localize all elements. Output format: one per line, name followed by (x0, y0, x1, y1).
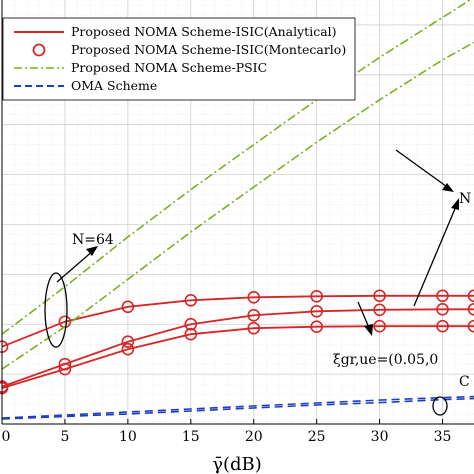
x-tick-label-15: 15 (182, 429, 200, 445)
annotation-n: N (459, 191, 471, 207)
x-tick-label-30: 30 (371, 429, 389, 445)
x-tick-label-20: 20 (245, 429, 263, 445)
x-tick-label-10: 10 (119, 429, 137, 445)
marker-series-1-curve-0-pt-7 (436, 289, 449, 303)
x-tick-label-35: 35 (434, 429, 452, 445)
legend-swatch-montecarlo (32, 43, 46, 57)
line-series-0-curve-2 (1, 325, 474, 389)
marker-series-1-curve-1-pt-3 (184, 317, 198, 331)
marker-series-1-curve-1-pt-5 (310, 304, 323, 318)
annotation-xi: ξgr,ue=(0.05,0 (333, 352, 438, 368)
x-tick-label-0: 0 (2, 429, 11, 445)
x-tick-label-5: 5 (60, 429, 69, 445)
annotation-c: C (459, 374, 470, 390)
x-tick-labels: 0 5 10 15 20 25 30 35 (2, 429, 452, 445)
marker-series-1-curve-0-pt-2 (121, 300, 135, 314)
marker-series-1-curve-0-pt-4 (247, 290, 261, 304)
marker-series-1-curve-2-pt-2 (121, 342, 135, 356)
line-series-3-curve-0 (1, 395, 474, 419)
x-tick-label-25: 25 (308, 429, 326, 445)
marker-series-1-curve-0-pt-6 (373, 289, 386, 303)
series-layer (0, 0, 474, 420)
annotation-n64: N=64 (72, 232, 114, 248)
marker-series-1-curve-2-pt-8 (467, 319, 474, 333)
marker-series-1-curve-0-pt-8 (467, 289, 474, 303)
line-series-2-curve-0 (1, 0, 472, 335)
annotation-layer: N=64 N ξgr,ue=(0.05,0 C (44, 149, 471, 416)
line-series-2-curve-1 (1, 41, 474, 370)
line-series-3-curve-1 (1, 397, 474, 420)
marker-series-1-curve-0-pt-5 (310, 290, 323, 303)
marker-series-1-curve-2-pt-7 (436, 319, 449, 333)
arrowhead-n-upper (442, 183, 454, 192)
legend-label-psic: Proposed NOMA Scheme-PSIC (71, 60, 267, 75)
arrow-n-lower (413, 203, 458, 307)
marker-series-1-curve-1-pt-4 (247, 308, 261, 322)
legend-label-montecarlo: Proposed NOMA Scheme-ISIC(Montecarlo) (71, 42, 346, 57)
x-axis-title: γ̄(dB) (212, 454, 262, 474)
marker-series-1-curve-2-pt-4 (247, 321, 261, 335)
ellipse-n64 (44, 272, 68, 348)
arrow-n64 (56, 249, 95, 283)
line-series-0-curve-0 (1, 294, 474, 348)
arrow-n-upper (395, 149, 451, 190)
marker-series-1-curve-1-pt-6 (373, 303, 386, 317)
marker-series-1-curve-1-pt-8 (467, 302, 474, 316)
marker-series-1-curve-0-pt-3 (184, 293, 198, 307)
marker-series-1-curve-2-pt-1 (58, 362, 72, 376)
legend: Proposed NOMA Scheme-ISIC(Analytical) Pr… (2, 17, 356, 101)
marker-series-1-curve-1-pt-7 (436, 302, 449, 316)
line-series-0-curve-1 (1, 308, 474, 388)
legend-label-analytical: Proposed NOMA Scheme-ISIC(Analytical) (71, 24, 337, 39)
marker-series-1-curve-2-pt-5 (310, 320, 323, 334)
marker-series-1-curve-1-pt-1 (58, 357, 72, 371)
marker-series-1-curve-2-pt-3 (184, 327, 198, 341)
legend-label-oma: OMA Scheme (71, 78, 157, 93)
marker-series-1-curve-2-pt-6 (373, 319, 386, 333)
arrowhead-n-lower (451, 198, 459, 210)
arrowhead-xi (364, 324, 373, 336)
axes-layer (1, 0, 474, 425)
ellipse-c (432, 396, 448, 416)
arrowhead-n64 (86, 246, 98, 256)
marker-series-1-curve-1-pt-2 (121, 335, 135, 348)
